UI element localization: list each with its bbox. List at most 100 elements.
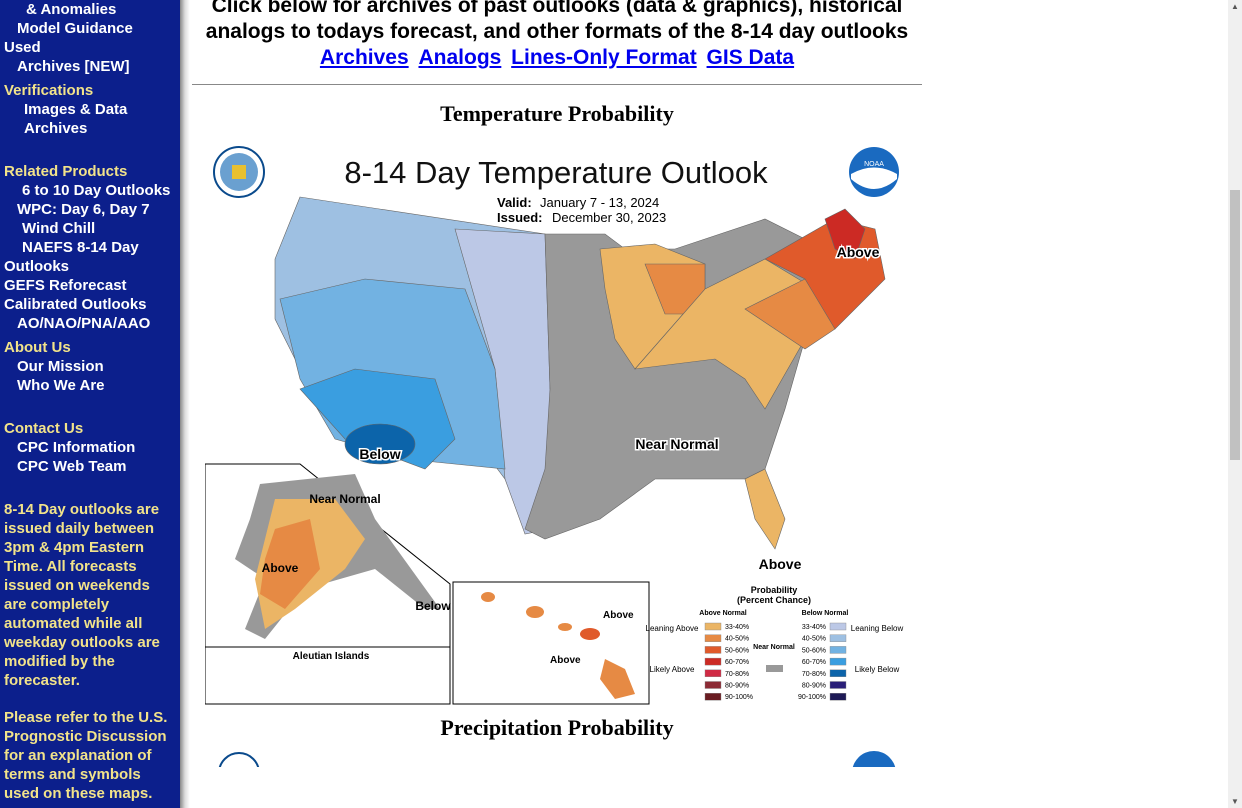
scrollbar-thumb[interactable] [1230, 190, 1240, 460]
below-range-0: 33-40% [802, 624, 826, 631]
label-above-northeast: Above [837, 244, 880, 260]
leaning-below-label: Leaning Below [851, 624, 904, 633]
alaska-near-label: Near Normal [309, 492, 380, 506]
intro-text: Click below for archives of past outlook… [205, 0, 909, 43]
above-range-2: 50-60% [725, 647, 749, 654]
below-swatch-1 [829, 634, 847, 642]
above-range-5: 80-90% [725, 683, 749, 690]
above-swatch-5 [704, 681, 722, 689]
scroll-down-icon[interactable]: ▼ [1231, 797, 1239, 806]
near-normal-swatch [766, 665, 783, 672]
sidebar-link-19[interactable]: Who We Are [17, 377, 105, 394]
likely-above-label: Likely Above [650, 665, 695, 674]
alaska-inset: Aleutian Islands Near Normal Above Below [205, 463, 451, 705]
sidebar-link-0[interactable]: & Anomalies [26, 1, 117, 18]
sidebar-spacer [0, 395, 180, 414]
doc-seal-icon [218, 752, 260, 767]
below-swatch-4 [829, 669, 847, 677]
legend-subtitle: (Percent Chance) [737, 595, 811, 605]
above-range-1: 40-50% [725, 636, 749, 643]
above-range-4: 70-80% [725, 671, 749, 678]
divider [192, 84, 922, 85]
main-content: Click below for archives of past outlook… [192, 0, 922, 767]
noaa-logo-icon: NOAA [849, 147, 899, 197]
below-range-6: 90-100% [798, 694, 826, 701]
sidebar-header-21: Contact Us [4, 420, 84, 437]
near-normal-legend-label: Near Normal [753, 644, 795, 651]
sidebar-link-23[interactable]: CPC Web Team [17, 458, 127, 475]
sidebar-link-16[interactable]: AO/NAO/PNA/AAO [17, 315, 151, 332]
sidebar-link-15[interactable]: Calibrated Outlooks [4, 296, 147, 313]
svg-text:NOAA: NOAA [864, 161, 884, 168]
gis-data-link[interactable]: GIS Data [706, 46, 795, 69]
sidebar-link-5[interactable]: Images & Data [24, 101, 128, 118]
noaa-logo-icon [852, 751, 896, 767]
above-range-3: 60-70% [725, 659, 749, 666]
sidebar-spacer [0, 138, 180, 157]
below-swatch-2 [829, 646, 847, 654]
sidebar-nav: & Anomalies Model Guidance Used Archives [N… [0, 0, 180, 808]
sidebar-link-12[interactable]: NAEFS 8-14 Day [22, 239, 139, 256]
above-swatch-2 [704, 646, 722, 654]
above-swatch-1 [704, 634, 722, 642]
issued-date: December 30, 2023 [552, 210, 666, 225]
sidebar-header-17: About Us [4, 339, 71, 356]
sidebar-link-9[interactable]: 6 to 10 Day Outlooks [22, 182, 171, 199]
above-swatch-0 [704, 622, 722, 631]
precipitation-section-title: Precipitation Probability [440, 715, 674, 740]
label-near-normal: Near Normal [635, 436, 718, 452]
below-normal-header: Below Normal [802, 610, 849, 617]
scroll-up-icon[interactable]: ▲ [1231, 2, 1239, 11]
vertical-scrollbar[interactable]: ▲ ▼ [1228, 0, 1242, 808]
valid-label: Valid: [497, 195, 532, 210]
above-swatch-3 [704, 657, 722, 666]
sidebar-link-18[interactable]: Our Mission [17, 358, 104, 375]
temperature-outlook-map[interactable]: NOAA 8-14 Day Temperature Outlook Valid:… [205, 139, 915, 709]
format-links: Archives Analogs Lines-Only Format GIS D… [192, 45, 922, 71]
likely-below-label: Likely Below [855, 665, 900, 674]
valid-dates: January 7 - 13, 2024 [540, 195, 659, 210]
sidebar-link-14[interactable]: GEFS Reforecast [4, 277, 127, 294]
sidebar-link-10[interactable]: WPC: Day 6, Day 7 [17, 201, 150, 218]
leaning-above-label: Leaning Above [646, 624, 699, 633]
analogs-link[interactable]: Analogs [418, 46, 502, 69]
alaska-below-label: Below [415, 599, 451, 613]
map-title: 8-14 Day Temperature Outlook [344, 155, 768, 190]
below-swatch-0 [829, 622, 847, 631]
sidebar-link-6[interactable]: Archives [24, 120, 88, 137]
below-range-5: 80-90% [802, 683, 826, 690]
sidebar-link-2[interactable]: Used [4, 39, 41, 56]
conus-regions [274, 196, 886, 550]
lines-only-link[interactable]: Lines-Only Format [511, 46, 697, 69]
sidebar-link-13[interactable]: Outlooks [4, 258, 70, 275]
aleutian-label: Aleutian Islands [293, 651, 370, 662]
sidebar-header-4: Verifications [4, 82, 94, 99]
precipitation-map-top [218, 751, 896, 767]
sidebar-shadow [180, 0, 190, 808]
below-range-4: 70-80% [802, 671, 826, 678]
below-range-1: 40-50% [802, 636, 826, 643]
label-below-southwest: Below [359, 446, 400, 462]
alaska-above-label: Above [262, 561, 299, 575]
legend-title: Probability [751, 585, 798, 595]
doc-seal-icon [213, 146, 265, 198]
below-range-2: 50-60% [802, 647, 826, 654]
hawaii-above-label-2: Above [550, 655, 581, 666]
above-swatch-4 [704, 669, 722, 677]
sidebar-note2: Please refer to the U.S. Prognostic Disc… [4, 709, 168, 802]
sidebar-link-11[interactable]: Wind Chill [22, 220, 96, 237]
archives-link[interactable]: Archives [319, 46, 409, 69]
above-range-0: 33-40% [725, 624, 749, 631]
above-range-6: 90-100% [725, 694, 753, 701]
hawaii-above-label-1: Above [603, 610, 634, 621]
sidebar-link-3[interactable]: Archives [NEW] [17, 58, 130, 75]
hawaii-inset: Above Above [452, 581, 650, 705]
temperature-section-title: Temperature Probability [440, 101, 674, 126]
probability-legend: Probability (Percent Chance) Above Norma… [646, 585, 904, 701]
sidebar-header-8: Related Products [4, 163, 128, 180]
sidebar-link-1[interactable]: Model Guidance [17, 20, 133, 37]
sidebar-link-22[interactable]: CPC Information [17, 439, 136, 456]
above-swatch-6 [704, 693, 722, 701]
label-above-florida: Above [759, 556, 802, 572]
below-swatch-3 [829, 657, 847, 666]
